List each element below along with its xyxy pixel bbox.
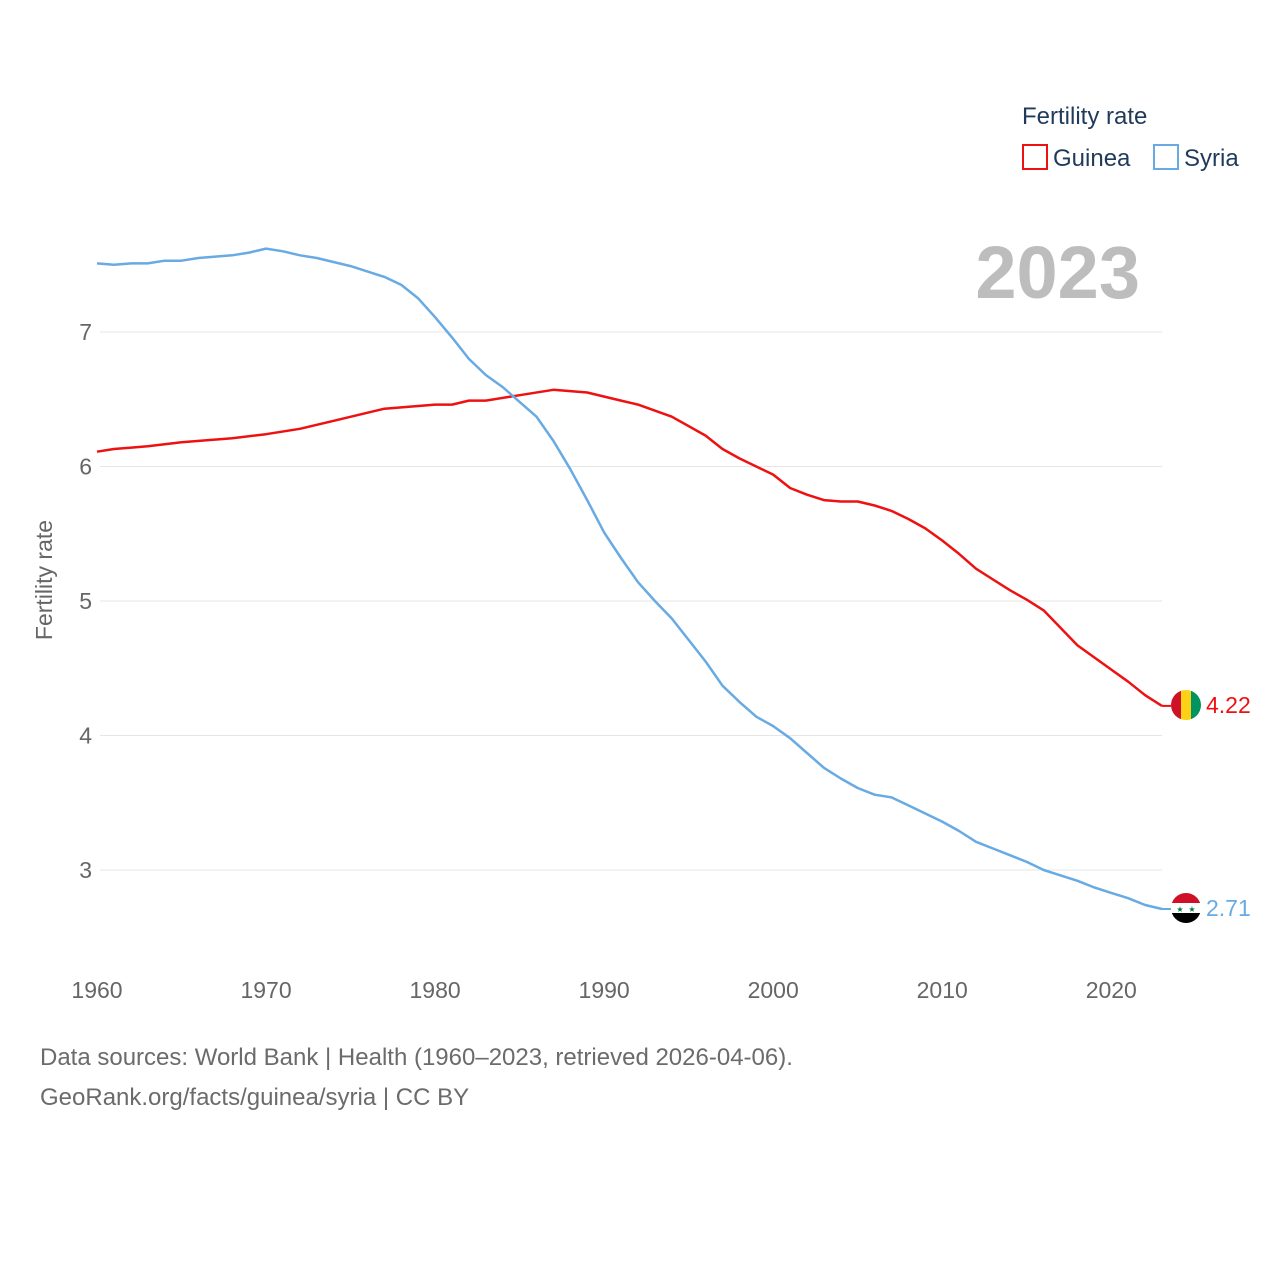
y-axis-title: Fertility rate bbox=[31, 520, 57, 640]
current-year-label: 2023 bbox=[975, 231, 1140, 314]
series-line-guinea[interactable] bbox=[96, 388, 1163, 707]
series-lines bbox=[96, 247, 1171, 911]
gridlines bbox=[100, 331, 1162, 871]
legend-label-guinea[interactable]: Guinea bbox=[1053, 145, 1131, 172]
x-tick-label: 2020 bbox=[1086, 977, 1137, 1003]
x-tick-label: 1990 bbox=[579, 977, 630, 1003]
legend-swatch-guinea[interactable] bbox=[1022, 144, 1048, 170]
source-url-note[interactable]: GeoRank.org/facts/guinea/syria | CC BY bbox=[40, 1084, 470, 1111]
x-tick-label: 2010 bbox=[917, 977, 968, 1003]
y-tick-label: 3 bbox=[79, 857, 92, 883]
y-tick-label: 7 bbox=[79, 319, 92, 345]
series-line-syria[interactable] bbox=[96, 247, 1163, 911]
svg-text:★: ★ bbox=[1188, 905, 1195, 914]
legend-title: Fertility rate bbox=[1022, 103, 1147, 130]
svg-text:★: ★ bbox=[1176, 905, 1183, 914]
legend-label-syria[interactable]: Syria bbox=[1184, 145, 1239, 172]
x-tick-label: 2000 bbox=[748, 977, 799, 1003]
end-value-guinea: 4.22 bbox=[1206, 692, 1251, 718]
x-axis-ticks: 1960 1970 1980 1990 2000 2010 2020 bbox=[71, 977, 1136, 1003]
guinea-flag-icon bbox=[1171, 690, 1201, 720]
data-source-note: Data sources: World Bank | Health (1960–… bbox=[40, 1044, 793, 1071]
x-tick-label: 1980 bbox=[410, 977, 461, 1003]
x-tick-label: 1960 bbox=[71, 977, 122, 1003]
y-tick-label: 4 bbox=[79, 723, 92, 749]
syria-flag-icon: ★ ★ bbox=[1171, 893, 1201, 923]
y-tick-label: 5 bbox=[79, 588, 92, 614]
end-value-syria: 2.71 bbox=[1206, 895, 1251, 921]
legend: Fertility rate Guinea Syria bbox=[1022, 103, 1239, 172]
y-axis-ticks: 3 4 5 6 7 bbox=[79, 319, 92, 883]
x-tick-label: 1970 bbox=[240, 977, 291, 1003]
legend-swatch-syria[interactable] bbox=[1153, 144, 1179, 170]
y-tick-label: 6 bbox=[79, 454, 92, 480]
fertility-line-chart: 3 4 5 6 7 1960 1970 1980 1990 2000 2010 2020 Ferti… bbox=[31, 103, 1251, 1003]
